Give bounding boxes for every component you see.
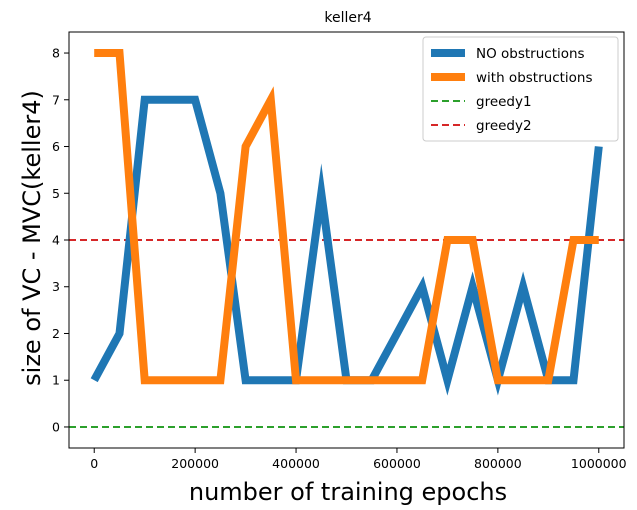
y-tick-label: 8 <box>52 46 60 61</box>
y-tick-label: 4 <box>52 233 60 248</box>
legend: NO obstructions with obstructions greedy1 g… <box>422 36 619 142</box>
legend-entry: NO obstructions <box>476 46 585 62</box>
reference-lines <box>69 239 624 428</box>
y-axis-label: size of VC - MVC(keller4) <box>18 90 46 386</box>
x-tick-label: 400000 <box>272 456 320 471</box>
legend-entry: greedy2 <box>476 118 532 134</box>
series-lines <box>90 49 603 396</box>
chart-title: keller4 <box>324 10 371 26</box>
series-line-with-obstructions <box>94 49 599 385</box>
y-tick-label: 7 <box>52 92 60 107</box>
y-axis-ticks: 0 1 2 3 4 5 6 7 8 <box>52 46 69 434</box>
y-tick-label: 0 <box>52 419 60 434</box>
legend-entry: with obstructions <box>476 70 593 86</box>
y-tick-label: 1 <box>52 373 60 388</box>
x-axis-ticks: 0 200000 400000 600000 800000 1000000 <box>90 448 627 471</box>
y-tick-label: 2 <box>52 326 60 341</box>
x-tick-label: 600000 <box>373 456 421 471</box>
legend-entry: greedy1 <box>476 94 532 110</box>
y-tick-label: 5 <box>52 186 60 201</box>
x-axis-label: number of training epochs <box>189 478 507 506</box>
y-tick-label: 3 <box>52 279 60 294</box>
x-tick-label: 0 <box>90 456 98 471</box>
y-tick-label: 6 <box>52 139 60 154</box>
x-tick-label: 200000 <box>171 456 219 471</box>
x-tick-label: 1000000 <box>571 456 627 471</box>
x-tick-label: 800000 <box>474 456 522 471</box>
legend-box <box>422 36 619 142</box>
